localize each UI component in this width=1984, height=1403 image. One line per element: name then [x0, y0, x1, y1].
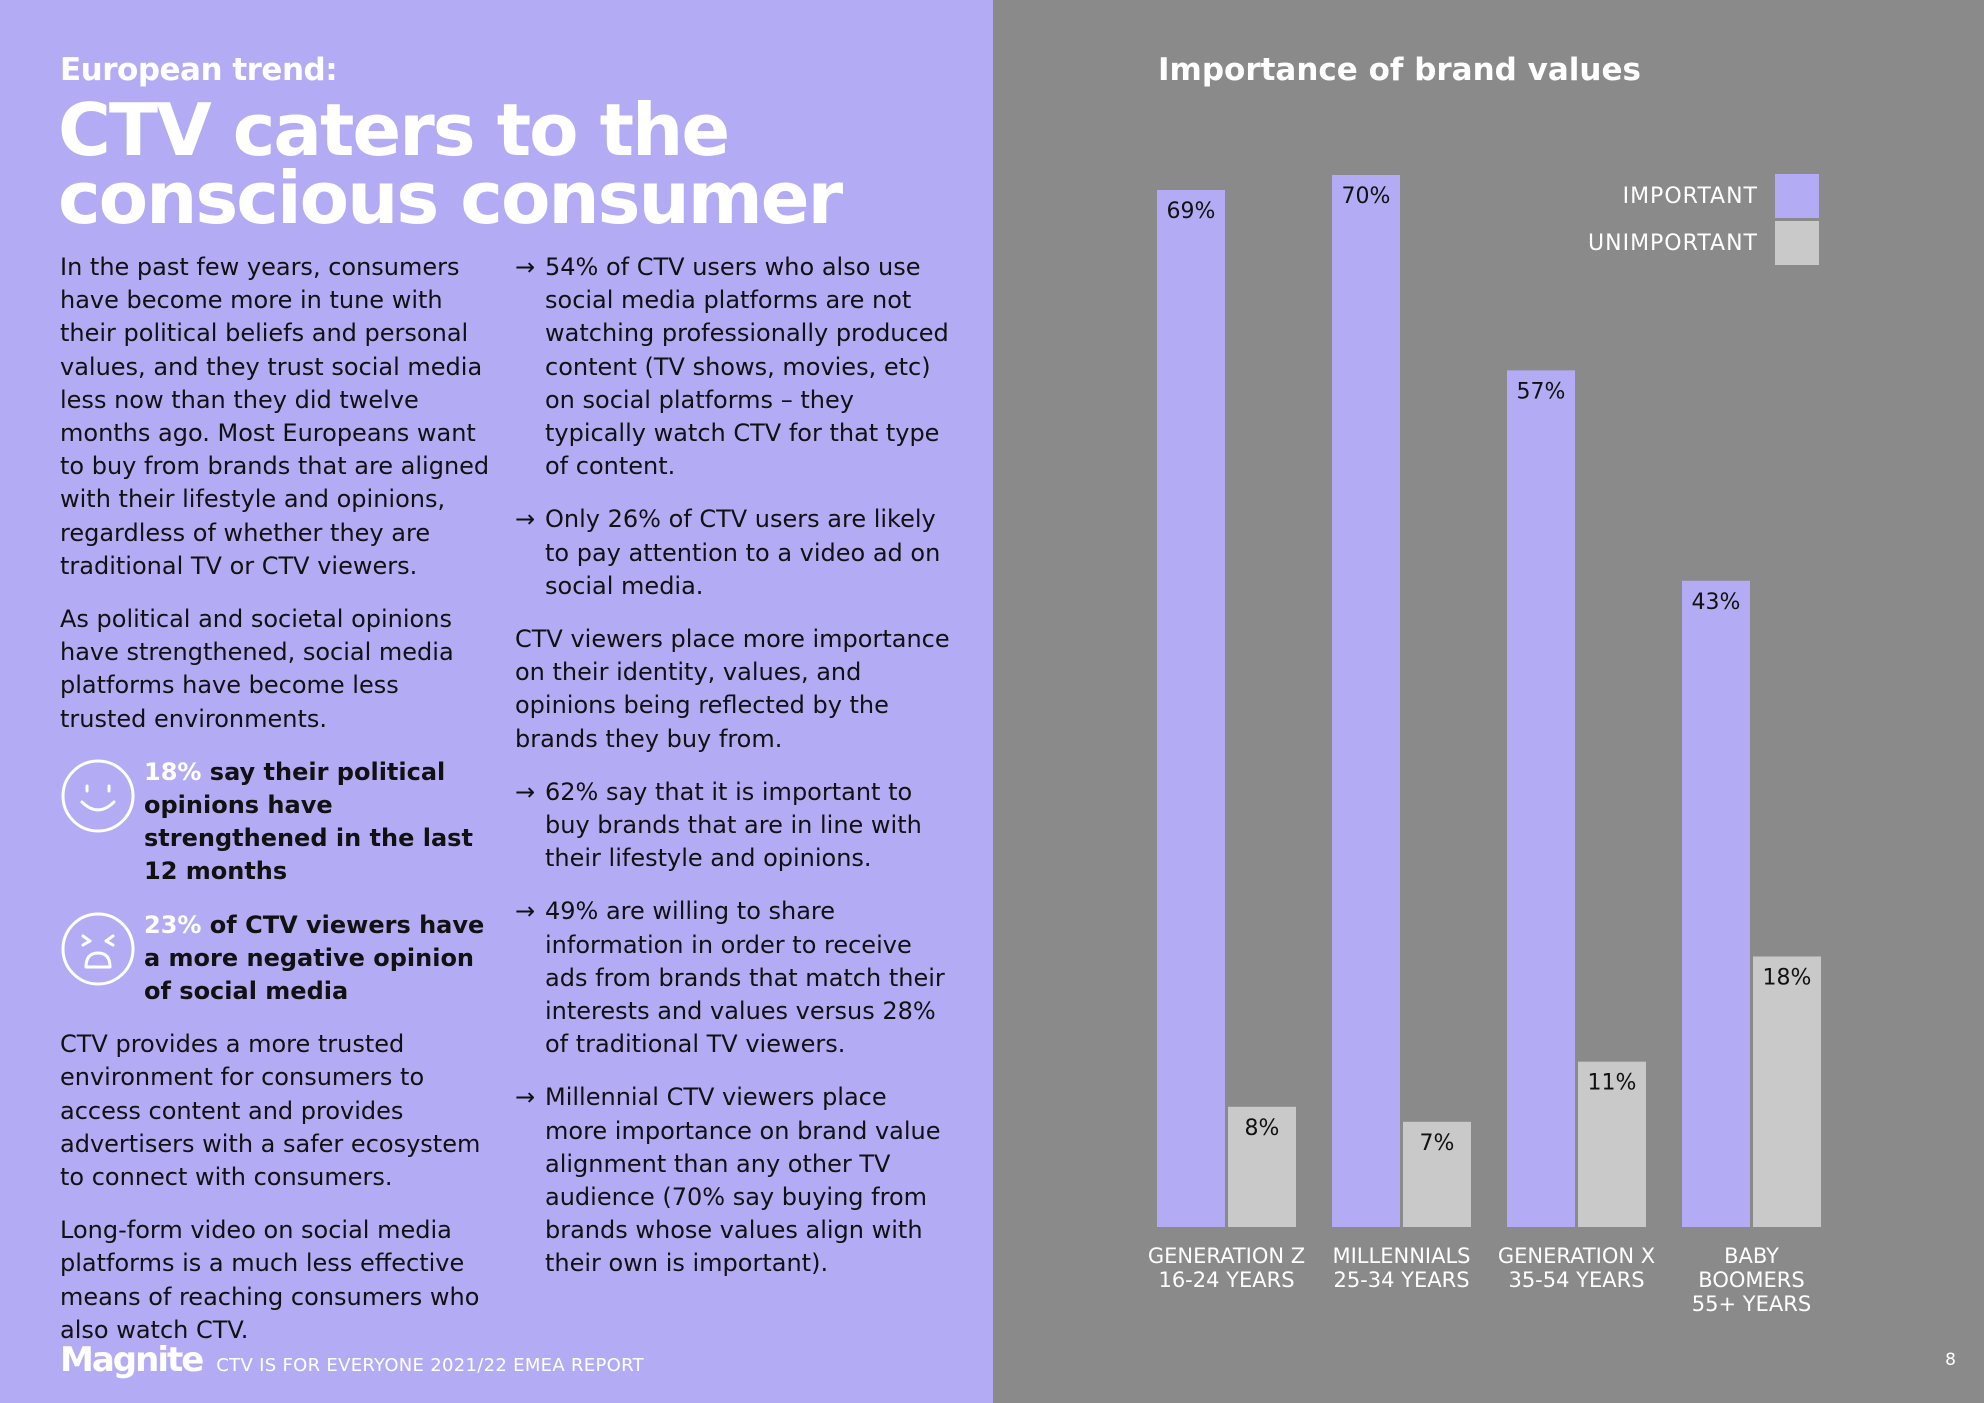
category-label: BABY — [1724, 1244, 1779, 1268]
data-label: 8% — [1245, 1116, 1280, 1141]
bullet-text: 49% are willing to share information in … — [545, 897, 945, 1059]
stat-negative-opinion: 23% of CTV viewers have a more negative … — [60, 909, 490, 1009]
bullet-text: Only 26% of CTV users are likely to pay … — [545, 505, 941, 600]
bar-unimportant-3 — [1753, 956, 1821, 1227]
legend-item-unimportant: UNIMPORTANT — [1588, 221, 1819, 265]
paragraph-opinions: As political and societal opinions have … — [60, 605, 454, 733]
data-label: 70% — [1342, 184, 1391, 209]
arrow-right-icon: → — [515, 1083, 536, 1112]
page-number: 8 — [1945, 1350, 1956, 1370]
bar-unimportant-2 — [1578, 1061, 1646, 1227]
upset-face-icon — [61, 912, 135, 986]
paragraph-trusted-environment: CTV provides a more trusted environment … — [60, 1030, 481, 1192]
arrow-right-icon: → — [515, 897, 536, 926]
paragraph-intro: In the past few years, consumers have be… — [60, 253, 490, 580]
stat-description: of CTV viewers have a more negative opin… — [144, 910, 485, 1006]
data-label: 11% — [1588, 1071, 1637, 1096]
bar-unimportant-0 — [1228, 1106, 1296, 1227]
bullet-text: 54% of CTV users who also use social med… — [545, 253, 949, 481]
text-column-2: → 54% of CTV users who also use social me… — [515, 251, 955, 1301]
legend-label: IMPORTANT — [1622, 183, 1758, 209]
magnite-logo: Magnite — [60, 1340, 204, 1380]
category-label: 16-24 YEARS — [1158, 1268, 1294, 1292]
data-label: 69% — [1167, 199, 1216, 224]
paragraph-long-form-video: Long-form video on social media platform… — [60, 1216, 480, 1344]
bullet-item: → 54% of CTV users who also use social me… — [515, 251, 955, 483]
bullet-text: 62% say that it is important to buy bran… — [545, 777, 922, 873]
arrow-right-icon: → — [515, 253, 536, 281]
left-panel: European trend: CTV caters to the consci… — [0, 0, 993, 1403]
data-label: 43% — [1692, 590, 1741, 615]
category-label: GENERATION Z — [1148, 1244, 1305, 1268]
data-label: 18% — [1763, 965, 1812, 990]
bar-chart: 69% 8% GENERATION Z16-24 YEARS 70% 7% MILLENN… — [1148, 175, 1821, 1316]
legend-item-important: IMPORTANT — [1588, 174, 1819, 218]
kicker: European trend: — [60, 52, 338, 88]
stat-text: 23% of CTV viewers have a more negative … — [144, 909, 490, 1009]
legend-label: UNIMPORTANT — [1588, 230, 1758, 256]
text-column-1: In the past few years, consumers have be… — [60, 251, 490, 1367]
bar-important-2 — [1507, 370, 1575, 1227]
category-label: 35-54 YEARS — [1508, 1268, 1644, 1292]
category-label: BOOMERS — [1698, 1268, 1804, 1292]
legend-swatch-important — [1775, 174, 1819, 218]
legend-swatch-unimportant — [1775, 221, 1819, 265]
page-title: CTV caters to the conscious consumer — [58, 88, 958, 240]
category-label: 55+ YEARS — [1692, 1292, 1811, 1316]
bar-important-1 — [1332, 175, 1400, 1227]
category-label: 25-34 YEARS — [1333, 1268, 1469, 1292]
chart-legend: IMPORTANT UNIMPORTANT — [1588, 174, 1819, 268]
stat-political-opinions: 18% say their political opinions have st… — [60, 756, 490, 889]
category-label: GENERATION X — [1498, 1244, 1655, 1268]
arrow-right-icon: → — [515, 777, 536, 806]
stat-percent: 23% — [144, 910, 202, 939]
paragraph-identity-values: CTV viewers place more importance on the… — [515, 625, 950, 753]
stat-description: say their political opinions have streng… — [144, 757, 473, 886]
stat-percent: 18% — [144, 757, 202, 786]
bullet-item: → Only 26% of CTV users are likely to pay… — [515, 503, 955, 603]
data-label: 57% — [1517, 379, 1566, 404]
title-line-2: conscious consumer — [58, 156, 843, 240]
report-title: CTV IS FOR EVERYONE 2021/22 EMEA REPORT — [216, 1355, 644, 1376]
bullet-text: Millennial CTV viewers place more import… — [545, 1083, 941, 1278]
data-label: 7% — [1420, 1131, 1455, 1156]
footer: Magnite CTV IS FOR EVERYONE 2021/22 EMEA… — [60, 1340, 644, 1380]
stat-text: 18% say their political opinions have st… — [144, 756, 490, 889]
category-label: MILLENNIALS — [1333, 1244, 1471, 1268]
chart-title: Importance of brand values — [1158, 52, 1641, 88]
title-line-1: CTV caters to the — [58, 88, 730, 172]
bar-important-0 — [1157, 190, 1225, 1227]
bullet-item: → 49% are willing to share information in… — [515, 895, 955, 1061]
bar-important-3 — [1682, 580, 1750, 1227]
smiley-face-icon — [61, 759, 135, 833]
bar-unimportant-1 — [1403, 1121, 1471, 1227]
bullet-item: → Millennial CTV viewers place more impor… — [515, 1081, 955, 1280]
arrow-right-icon: → — [515, 505, 536, 534]
bullet-item: → 62% say that it is important to buy bra… — [515, 776, 955, 876]
